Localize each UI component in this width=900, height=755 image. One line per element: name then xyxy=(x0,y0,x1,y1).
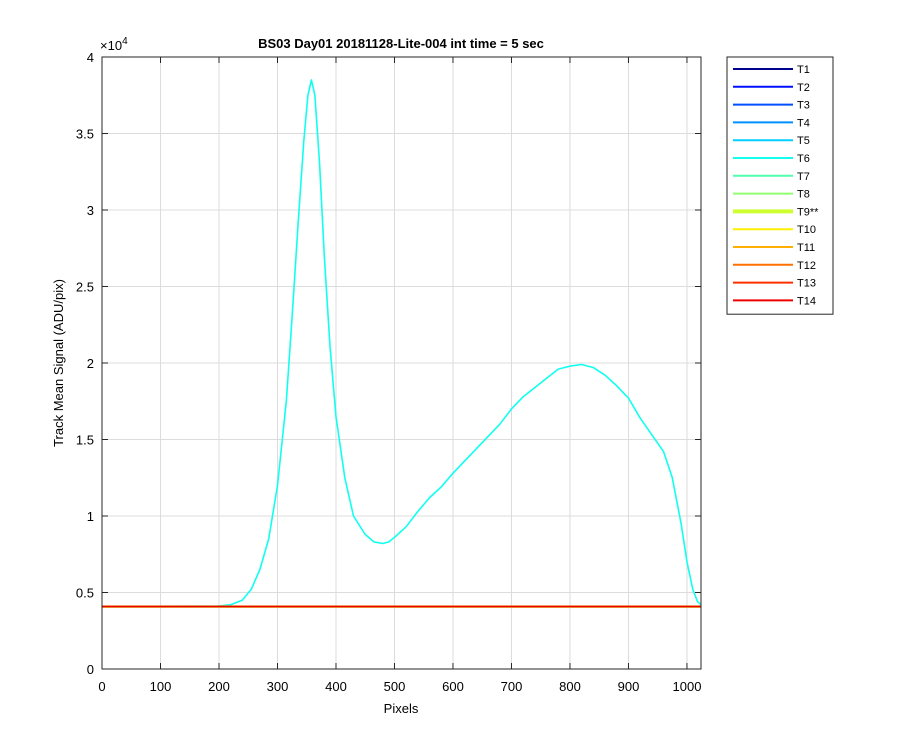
y-axis-exponent-label: ×104 xyxy=(100,36,128,53)
y-exponent-power: 4 xyxy=(122,36,128,47)
y-tick-label: 0 xyxy=(87,662,94,677)
legend-label: T7 xyxy=(797,171,810,183)
x-axis-ticks: 0 100 200 300 400 500 600 700 800 900 1000 xyxy=(98,57,701,694)
series-line-t6 xyxy=(102,79,702,608)
legend-label: T2 xyxy=(797,82,810,94)
y-tick-label: 2.5 xyxy=(76,280,94,295)
chart-title: BS03 Day01 20181128-Lite-004 int time = … xyxy=(258,36,544,51)
x-axis-label: Pixels xyxy=(384,701,419,716)
x-tick-label: 600 xyxy=(442,679,464,694)
x-tick-label: 300 xyxy=(267,679,289,694)
y-tick-label: 3.5 xyxy=(76,127,94,142)
series-layer xyxy=(102,79,702,608)
legend-label: T14 xyxy=(797,295,816,307)
x-tick-label: 1000 xyxy=(673,679,702,694)
legend-label: T6 xyxy=(797,153,810,165)
y-tick-label: 3 xyxy=(87,203,94,218)
legend-label: T4 xyxy=(797,117,810,129)
x-tick-label: 900 xyxy=(618,679,640,694)
x-tick-label: 700 xyxy=(501,679,523,694)
legend-label: T1 xyxy=(797,64,810,76)
grid xyxy=(102,57,701,669)
x-tick-label: 200 xyxy=(208,679,230,694)
legend-box xyxy=(726,56,834,315)
legend-label: T12 xyxy=(797,260,816,272)
legend-label: T11 xyxy=(797,242,815,254)
y-axis-ticks: 0 0.5 1 1.5 2 2.5 3 3.5 4 xyxy=(76,50,701,677)
x-tick-label: 0 xyxy=(98,679,105,694)
x-tick-label: 100 xyxy=(150,679,172,694)
y-tick-label: 0.5 xyxy=(76,586,94,601)
y-tick-label: 2 xyxy=(87,356,94,371)
legend-label: T3 xyxy=(797,100,810,112)
x-tick-label: 500 xyxy=(384,679,406,694)
y-axis-label: Track Mean Signal (ADU/pix) xyxy=(51,279,66,447)
x-tick-label: 400 xyxy=(325,679,347,694)
y-tick-label: 1.5 xyxy=(76,433,94,448)
x-tick-label: 800 xyxy=(559,679,581,694)
y-tick-label: 1 xyxy=(87,509,94,524)
y-tick-label: 4 xyxy=(87,50,94,65)
legend-label: T5 xyxy=(797,135,810,147)
legend: T1 T2 T3 T4 T5 T6 T7 T8 T9** T10 T11 T12 T13 T14 xyxy=(726,56,834,315)
legend-label: T10 xyxy=(797,224,816,236)
legend-label: T13 xyxy=(797,278,816,290)
legend-label: T9** xyxy=(797,206,819,218)
legend-label: T8 xyxy=(797,189,810,201)
svg-text:×104: ×104 xyxy=(100,36,128,53)
y-exponent-base: ×10 xyxy=(100,38,122,53)
